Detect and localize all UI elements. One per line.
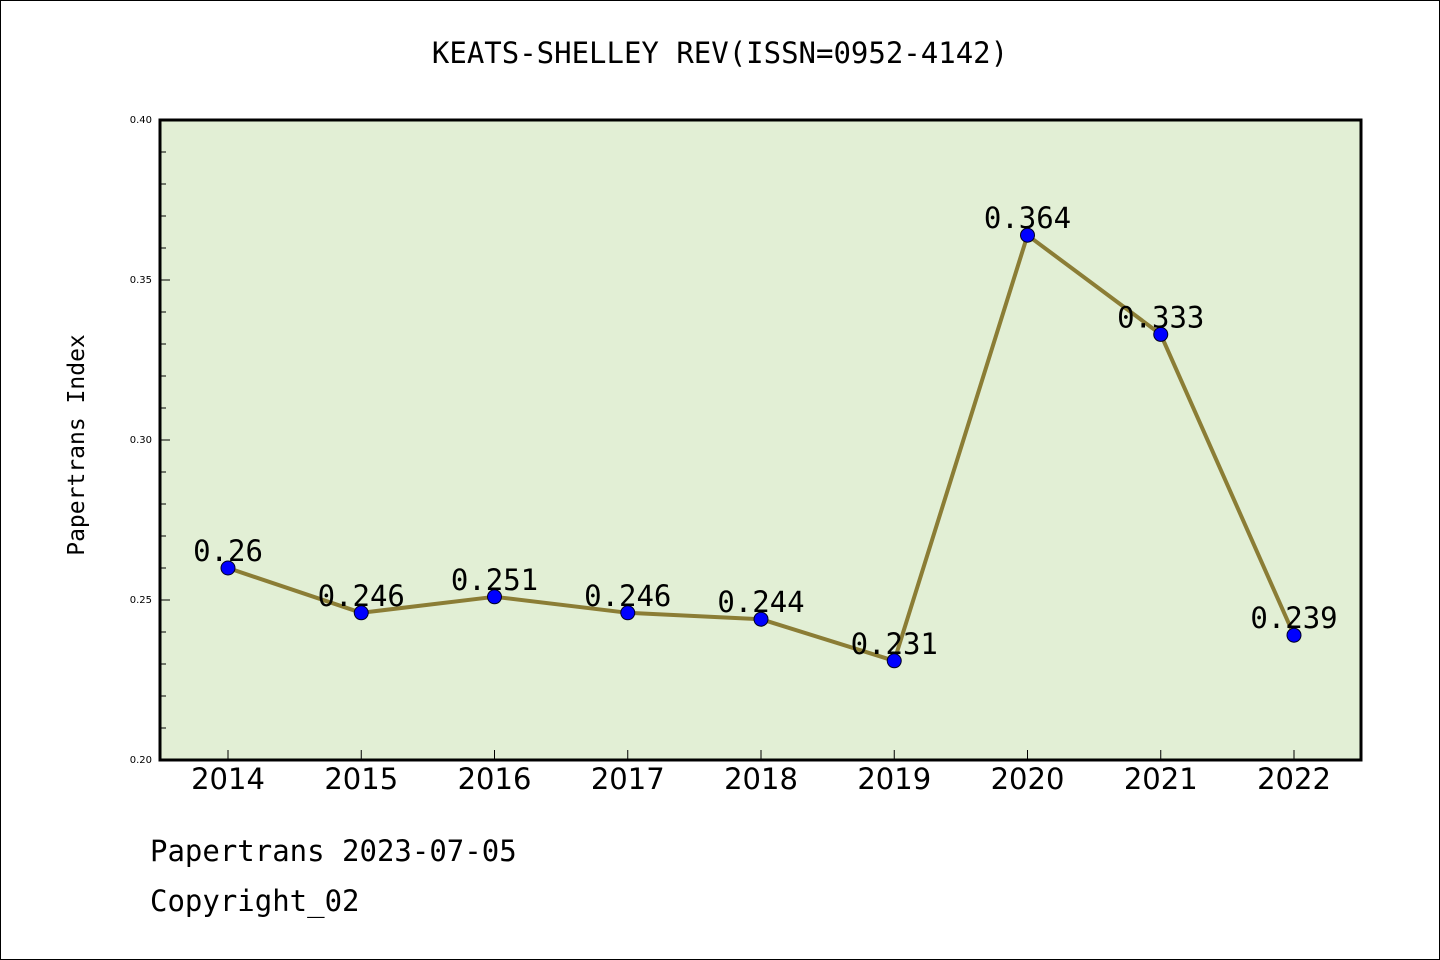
data-point xyxy=(487,589,502,605)
x-axis: 2014 2015 2016 2017 2018 2019 2020 2021 2022 xyxy=(191,750,1331,796)
data-label: 0.26 xyxy=(193,534,263,568)
data-label: 0.231 xyxy=(851,627,938,661)
x-tick-label: 2014 xyxy=(191,762,265,796)
data-label: 0.364 xyxy=(984,201,1071,235)
x-tick-label: 2017 xyxy=(591,762,665,796)
x-tick-label: 2016 xyxy=(458,762,532,796)
data-label: 0.239 xyxy=(1250,601,1337,635)
data-point xyxy=(886,653,902,669)
y-tick-label: 0.40 xyxy=(130,115,152,126)
data-points xyxy=(220,227,1302,669)
y-tick-label: 0.25 xyxy=(130,595,152,606)
x-tick-label: 2022 xyxy=(1257,762,1331,796)
x-tick-label: 2021 xyxy=(1124,762,1198,796)
y-tick-label: 0.20 xyxy=(130,755,152,766)
plot-area xyxy=(160,120,1361,760)
data-point xyxy=(1020,227,1035,243)
data-label: 0.246 xyxy=(584,579,671,613)
x-tick-label: 2018 xyxy=(724,762,798,796)
x-tick-label: 2015 xyxy=(324,762,398,796)
data-point xyxy=(220,560,236,576)
data-point xyxy=(620,605,636,621)
data-point xyxy=(753,611,769,627)
y-tick-label: 0.30 xyxy=(130,435,152,446)
footer-source: Papertrans 2023-07-05 xyxy=(150,834,517,868)
y-tick-label: 0.35 xyxy=(130,275,152,286)
data-labels: 0.26 0.246 0.251 0.246 0.244 0.231 0.364 0.333 0… xyxy=(193,201,1338,661)
footer-copyright: Copyright_02 xyxy=(150,884,360,918)
plot-border xyxy=(158,118,1363,762)
x-tick-label: 2020 xyxy=(991,762,1065,796)
data-label: 0.333 xyxy=(1117,300,1204,334)
y-axis-label: Papertrans Index xyxy=(64,334,90,556)
data-label: 0.246 xyxy=(318,579,405,613)
data-point xyxy=(353,605,369,621)
x-tick-label: 2019 xyxy=(857,762,931,796)
y-axis: 0.20 0.25 0.30 0.35 0.40 xyxy=(130,115,170,766)
data-label: 0.251 xyxy=(451,563,538,597)
data-label: 0.244 xyxy=(717,585,804,619)
data-point xyxy=(1286,627,1302,643)
chart-title: KEATS-SHELLEY REV(ISSN=0952-4142) xyxy=(431,36,1009,70)
data-point xyxy=(1153,326,1169,342)
